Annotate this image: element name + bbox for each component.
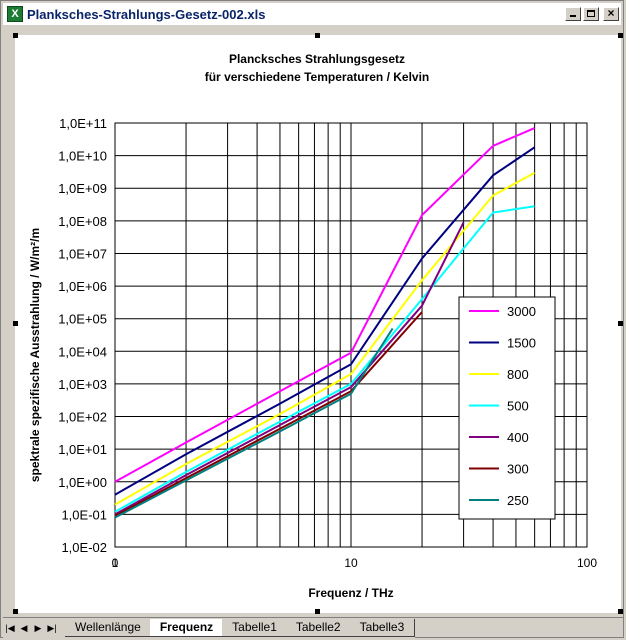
title-bar[interactable]: X Planksches-Strahlungs-Gesetz-002.xls ×	[3, 3, 621, 25]
tab-tabelle1[interactable]: Tabelle1	[222, 619, 288, 637]
y-tick-label: 1,0E+10	[58, 149, 107, 164]
sheet-tab-bar: |◀ ◀ ▶ ▶| Wellenlänge Frequenz Tabelle1 …	[3, 617, 623, 638]
x-tick-label: 1	[112, 556, 119, 570]
series-line-3000	[114, 127, 535, 483]
excel-icon[interactable]: X	[7, 6, 23, 22]
y-tick-label: 1,0E-01	[61, 507, 107, 522]
window-controls: ×	[565, 6, 619, 21]
series-lines	[114, 127, 536, 519]
series-line-500	[114, 205, 535, 513]
series-line-400	[114, 221, 465, 516]
x-tick-label: 100	[577, 556, 597, 570]
series-line-800	[114, 171, 536, 506]
last-sheet-button[interactable]: ▶|	[47, 623, 57, 633]
resize-handle[interactable]	[315, 33, 320, 38]
prev-sheet-button[interactable]: ◀	[20, 623, 28, 633]
resize-handle[interactable]	[618, 321, 623, 326]
y-tick-label: 1,0E+11	[59, 116, 107, 131]
resize-handle[interactable]	[315, 609, 320, 614]
legend-box	[458, 296, 556, 520]
chart-area[interactable]: Plancksches Strahlungsgesetz für verschi…	[15, 35, 621, 613]
first-sheet-button[interactable]: |◀	[5, 623, 15, 633]
y-tick-label: 1,0E+04	[58, 344, 107, 359]
tab-wellenlaenge[interactable]: Wellenlänge	[65, 619, 152, 637]
tab-tabelle2[interactable]: Tabelle2	[285, 619, 352, 637]
window-title: Planksches-Strahlungs-Gesetz-002.xls	[27, 6, 266, 22]
resize-handle[interactable]	[13, 609, 18, 614]
tab-strip-line	[415, 637, 623, 638]
minimize-button[interactable]	[565, 7, 581, 21]
y-tick-label: 1,0E+07	[58, 246, 107, 261]
legend-label: 1500	[507, 336, 536, 351]
x-axis-label: Frequenz / THz	[308, 586, 393, 600]
series-line-1500	[114, 146, 536, 496]
y-tick-label: 1,0E+08	[58, 214, 107, 229]
legend-label: 400	[507, 430, 529, 445]
legend-label: 250	[507, 493, 529, 508]
legend-label: 500	[507, 399, 529, 414]
series-line-300	[114, 311, 423, 517]
y-tick-label: 1,0E+05	[58, 312, 107, 327]
tab-frequenz[interactable]: Frequenz	[149, 619, 225, 637]
series-line-250	[114, 327, 394, 519]
next-sheet-button[interactable]: ▶	[34, 623, 42, 633]
legend-label: 800	[507, 367, 529, 382]
y-axis-label: spektrale spezifische Ausstrahlung / W/m…	[28, 228, 42, 482]
y-tick-label: 1,0E+00	[58, 475, 107, 490]
resize-handle[interactable]	[13, 33, 18, 38]
chart-title: Plancksches Strahlungsgesetz	[229, 52, 405, 66]
maximize-icon	[587, 10, 595, 17]
chart-subtitle: für verschiedene Temperaturen / Kelvin	[205, 70, 430, 84]
resize-handle[interactable]	[618, 33, 623, 38]
tick-labels: 1,0E+11 1,0E+10 1,0E+09 1,0E+08 1,0E+07 1,0E+…	[58, 116, 597, 570]
maximize-button[interactable]	[583, 7, 599, 21]
chart-svg: Plancksches Strahlungsgesetz für verschi…	[28, 52, 597, 600]
y-tick-label: 1,0E+03	[58, 377, 107, 392]
resize-handle[interactable]	[13, 321, 18, 326]
y-tick-label: 1,0E+06	[58, 279, 107, 294]
x-tick-label: 0	[112, 556, 119, 570]
legend-label: 3000	[507, 304, 536, 319]
x-tick-label: 10	[344, 556, 358, 570]
y-tick-label: 1,0E-02	[61, 540, 107, 555]
minimize-icon	[570, 15, 576, 17]
y-tick-label: 1,0E+09	[58, 181, 107, 196]
y-tick-label: 1,0E+01	[58, 442, 107, 457]
close-button[interactable]: ×	[603, 6, 619, 21]
chart-legend[interactable]: 3000 1500 800 500 400 300 250	[458, 296, 556, 520]
tab-tabelle3[interactable]: Tabelle3	[349, 619, 416, 637]
resize-handle[interactable]	[618, 609, 623, 614]
y-tick-label: 1,0E+02	[58, 410, 107, 425]
legend-label: 300	[507, 462, 529, 477]
close-icon: ×	[607, 6, 615, 20]
